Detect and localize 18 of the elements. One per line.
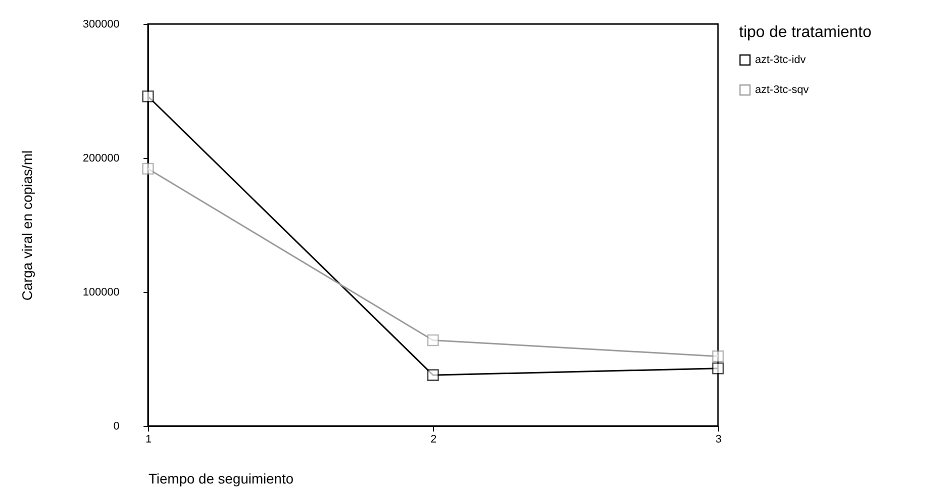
point bbox=[427, 334, 439, 346]
x-axis-title: Tiempo de seguimiento bbox=[148, 470, 294, 486]
legend-title: tipo de tratamiento bbox=[739, 24, 872, 41]
point bbox=[712, 350, 724, 362]
point bbox=[142, 90, 154, 102]
x-tick-label: 2 bbox=[430, 434, 437, 446]
x-tick-label: 1 bbox=[145, 434, 152, 446]
y-tick-label: 0 bbox=[113, 420, 120, 432]
point bbox=[427, 369, 439, 381]
y-tick-label: 200000 bbox=[82, 152, 120, 164]
y-tick-label: 100000 bbox=[82, 286, 120, 298]
point bbox=[712, 362, 724, 374]
legend-label: azt-3tc-sqv bbox=[755, 84, 810, 96]
x-tick-label: 3 bbox=[715, 434, 722, 446]
point bbox=[142, 162, 154, 175]
legend-label: azt-3tc-idv bbox=[755, 54, 806, 66]
y-tick-label: 300000 bbox=[82, 18, 120, 30]
y-axis-title: Carga viral en copias/ml bbox=[18, 150, 35, 301]
